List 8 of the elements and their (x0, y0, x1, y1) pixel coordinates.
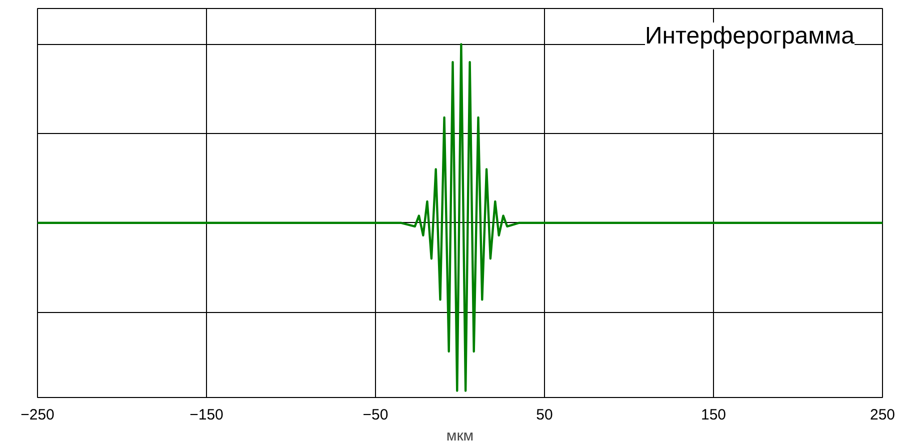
x-axis-title: мкм (446, 428, 474, 444)
x-tick-label: −250 (20, 406, 54, 424)
x-tick-label: 150 (700, 406, 726, 424)
x-tick-label: −150 (190, 406, 224, 424)
x-tick-label: 250 (870, 406, 896, 424)
chart-title: Интерферограмма (644, 22, 856, 50)
x-tick-label: 50 (536, 406, 553, 424)
x-tick-label: −50 (362, 406, 388, 424)
